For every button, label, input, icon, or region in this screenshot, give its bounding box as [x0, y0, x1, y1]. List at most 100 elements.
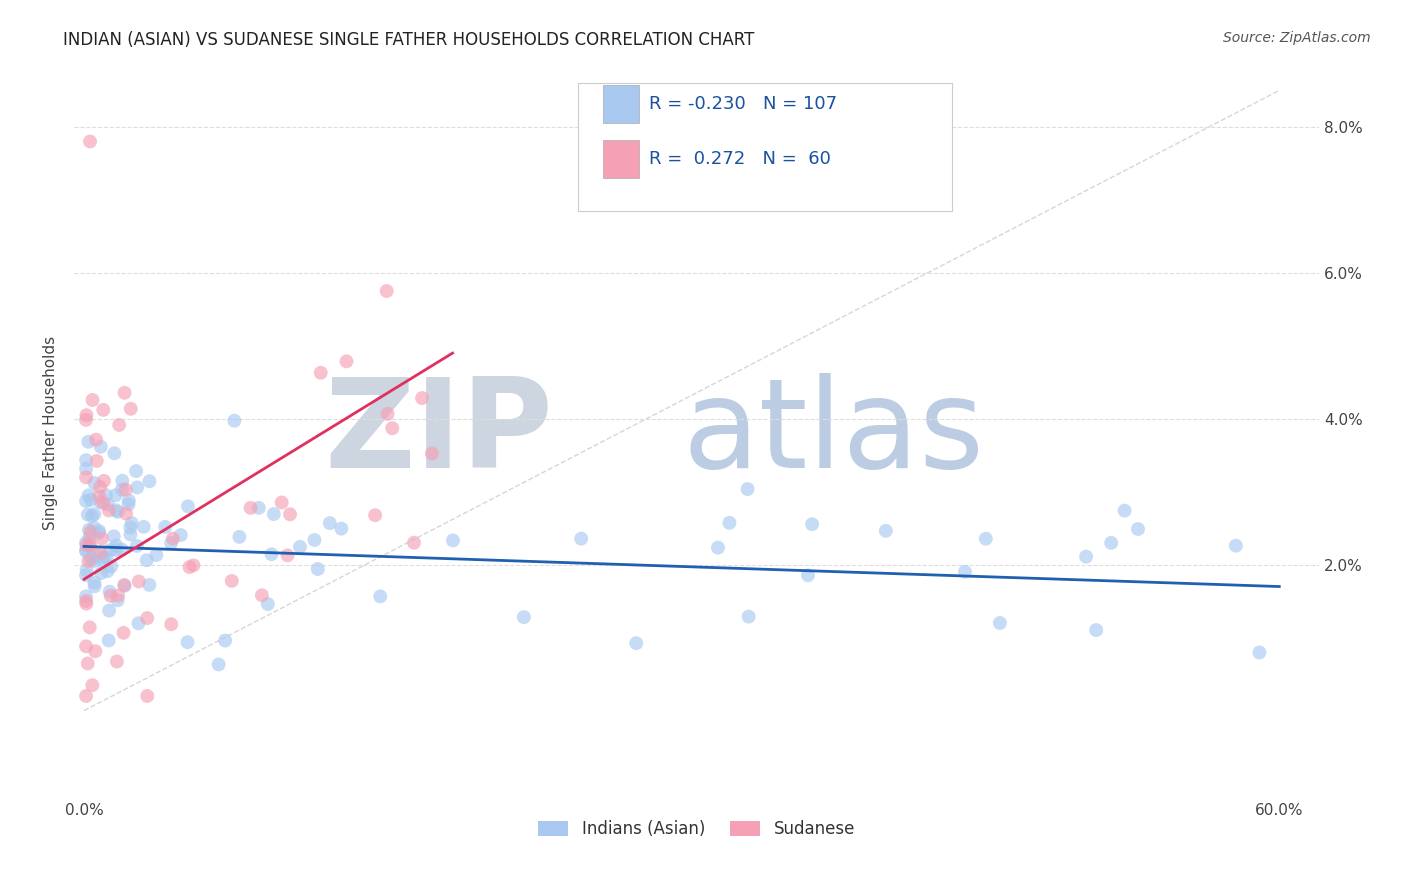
Point — [304, 533, 326, 547]
Point — [98, 543, 121, 558]
Point — [207, 657, 229, 672]
Point — [136, 689, 159, 703]
Point — [135, 553, 157, 567]
Point — [375, 284, 398, 298]
Point — [77, 488, 100, 502]
Point — [170, 528, 193, 542]
Point — [179, 560, 201, 574]
Point — [83, 554, 105, 568]
Point — [75, 594, 97, 608]
Point — [875, 524, 897, 538]
Text: R = -0.230   N = 107: R = -0.230 N = 107 — [650, 95, 838, 112]
Point — [125, 539, 148, 553]
Point — [87, 524, 110, 538]
Text: Source: ZipAtlas.com: Source: ZipAtlas.com — [1223, 31, 1371, 45]
Point — [1225, 539, 1247, 553]
Point — [228, 530, 250, 544]
Point — [75, 590, 97, 604]
Point — [100, 589, 122, 603]
Point — [319, 516, 342, 530]
Point — [83, 575, 105, 590]
Point — [125, 464, 148, 478]
Point — [441, 533, 464, 548]
Point — [256, 597, 278, 611]
Point — [84, 644, 107, 658]
Point — [114, 385, 136, 400]
Point — [75, 408, 97, 422]
Point — [183, 558, 205, 573]
Point — [77, 531, 100, 545]
Point — [75, 535, 97, 549]
Point — [89, 495, 111, 509]
Point — [288, 540, 311, 554]
Point — [120, 401, 142, 416]
Point — [83, 520, 105, 534]
Point — [121, 516, 143, 530]
Point — [160, 617, 183, 632]
Point — [377, 407, 399, 421]
Point — [82, 678, 104, 692]
Point — [127, 480, 149, 494]
Point — [75, 413, 97, 427]
Point — [114, 579, 136, 593]
Point — [96, 550, 118, 565]
Point — [221, 574, 243, 588]
Point — [87, 526, 110, 541]
Point — [107, 593, 129, 607]
Point — [100, 559, 122, 574]
Point — [127, 616, 149, 631]
Point — [75, 543, 97, 558]
Point — [309, 366, 332, 380]
Point — [111, 483, 134, 497]
Point — [75, 494, 97, 508]
Point — [77, 434, 100, 449]
Point — [307, 562, 329, 576]
Point — [75, 462, 97, 476]
Point — [105, 543, 128, 558]
Point — [98, 584, 121, 599]
Point — [97, 564, 120, 578]
Point — [112, 578, 135, 592]
Point — [90, 532, 112, 546]
Point — [89, 490, 111, 504]
Point — [239, 500, 262, 515]
Point — [1249, 645, 1271, 659]
Point — [420, 446, 443, 460]
Point — [105, 539, 128, 553]
Point — [145, 548, 167, 562]
Point — [105, 655, 128, 669]
Point — [75, 640, 97, 654]
Point — [718, 516, 741, 530]
Point — [737, 609, 759, 624]
Point — [104, 488, 127, 502]
Point — [224, 414, 246, 428]
Point — [89, 480, 111, 494]
Point — [263, 507, 285, 521]
Point — [335, 354, 357, 368]
Point — [278, 508, 301, 522]
Point — [368, 590, 391, 604]
FancyBboxPatch shape — [603, 140, 640, 178]
Point — [128, 574, 150, 589]
Point — [707, 541, 730, 555]
Point — [1085, 623, 1108, 637]
Point — [111, 542, 134, 557]
Point — [381, 421, 404, 435]
Point — [91, 403, 114, 417]
Point — [108, 417, 131, 432]
Point — [1099, 536, 1122, 550]
Point — [136, 611, 159, 625]
Point — [112, 625, 135, 640]
Point — [79, 539, 101, 553]
Point — [82, 552, 104, 566]
Point — [330, 522, 353, 536]
Legend: Indians (Asian), Sudanese: Indians (Asian), Sudanese — [531, 814, 862, 845]
Point — [120, 527, 142, 541]
Point — [138, 475, 160, 489]
Point — [411, 391, 433, 405]
FancyBboxPatch shape — [603, 85, 640, 122]
Point — [97, 503, 120, 517]
Point — [247, 500, 270, 515]
Text: INDIAN (ASIAN) VS SUDANESE SINGLE FATHER HOUSEHOLDS CORRELATION CHART: INDIAN (ASIAN) VS SUDANESE SINGLE FATHER… — [63, 31, 755, 49]
Point — [75, 689, 97, 703]
